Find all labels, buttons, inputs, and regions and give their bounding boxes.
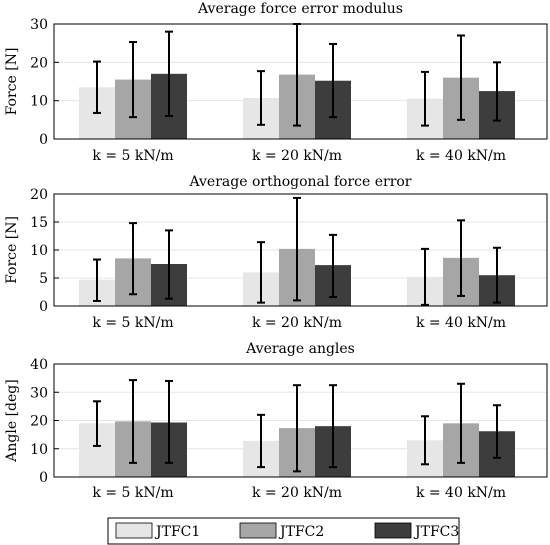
legend-label-jtfc1: JTFC1 bbox=[154, 524, 200, 540]
legend-swatch-jtfc1 bbox=[115, 522, 153, 539]
chart-panel-1: Average force error modulus 0 10 20 30 k = 5 … bbox=[4, 1, 548, 164]
category-label: k = 5 kN/m bbox=[92, 485, 173, 501]
y-tick-label: 20 bbox=[30, 414, 48, 430]
plot-frame bbox=[53, 23, 548, 140]
chart-title: Average orthogonal force error bbox=[188, 174, 411, 190]
category-label: k = 5 kN/m bbox=[92, 315, 173, 331]
y-axis-label: Force [N] bbox=[4, 216, 20, 284]
legend: JTFC1 JTFC2 JTFC3 bbox=[107, 517, 460, 545]
y-tick-label: 20 bbox=[30, 55, 48, 71]
legend-swatch-jtfc3 bbox=[374, 522, 412, 539]
y-tick-label: 15 bbox=[30, 215, 48, 231]
y-tick-label: 5 bbox=[39, 271, 48, 287]
plot-frame bbox=[53, 193, 548, 307]
category-label: k = 20 kN/m bbox=[252, 315, 342, 331]
chart-title: Average force error modulus bbox=[197, 1, 403, 17]
y-tick-label: 40 bbox=[30, 357, 48, 373]
category-label: k = 40 kN/m bbox=[416, 485, 506, 501]
legend-label-jtfc3: JTFC3 bbox=[413, 524, 459, 540]
y-tick-label: 30 bbox=[30, 17, 48, 33]
y-tick-label: 10 bbox=[30, 94, 48, 110]
legend-label-jtfc2: JTFC2 bbox=[278, 524, 324, 540]
plot-frame bbox=[53, 363, 548, 478]
y-axis-label: Force [N] bbox=[4, 48, 20, 116]
category-label: k = 5 kN/m bbox=[92, 148, 173, 164]
y-tick-label: 0 bbox=[39, 299, 48, 315]
y-tick-label: 20 bbox=[30, 187, 48, 203]
y-axis-label: Angle [deg] bbox=[4, 379, 20, 462]
category-label: k = 20 kN/m bbox=[252, 148, 342, 164]
chart-panel-2: Average orthogonal force error 0 5 10 15 20 k … bbox=[4, 174, 548, 331]
chart-title: Average angles bbox=[245, 341, 355, 357]
y-tick-label: 30 bbox=[30, 385, 48, 401]
category-label: k = 40 kN/m bbox=[416, 148, 506, 164]
category-label: k = 40 kN/m bbox=[416, 315, 506, 331]
chart-panels: Average force error modulus 0 10 20 30 k = 5 … bbox=[4, 1, 548, 501]
legend-swatch-jtfc2 bbox=[239, 522, 277, 539]
y-tick-label: 0 bbox=[39, 132, 48, 148]
chart-panel-3: Average angles 0 10 20 30 40 k = 5 kN/m k = 20 … bbox=[4, 341, 548, 501]
y-tick-label: 10 bbox=[30, 243, 48, 259]
category-label: k = 20 kN/m bbox=[252, 485, 342, 501]
y-tick-label: 10 bbox=[30, 442, 48, 458]
y-tick-label: 0 bbox=[39, 470, 48, 486]
